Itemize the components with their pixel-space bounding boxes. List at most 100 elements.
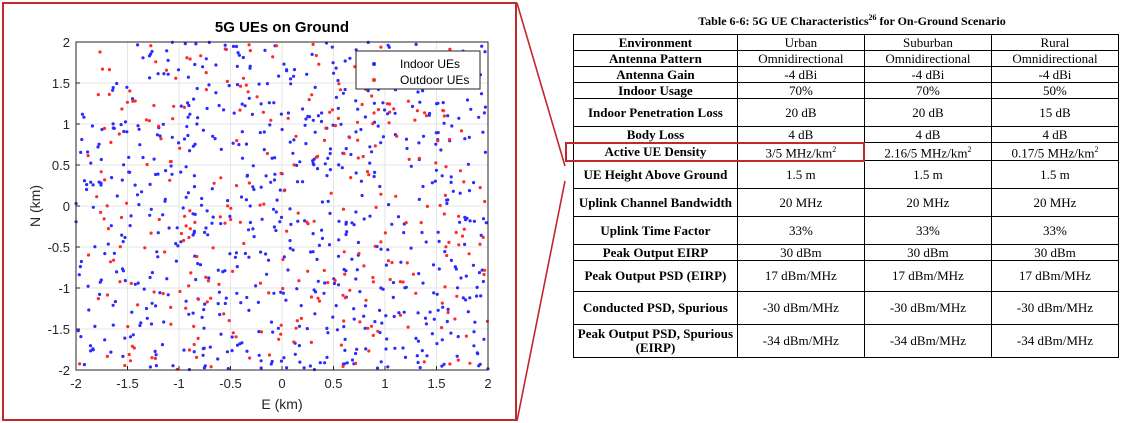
table-row: Antenna Pattern Omnidirectional Omnidirect… [573, 50, 1120, 67]
data-point [201, 347, 205, 351]
data-point [342, 319, 346, 323]
data-point [320, 200, 324, 204]
data-point [401, 280, 405, 284]
data-point [472, 219, 476, 223]
cell-value: 20 dB [736, 98, 865, 127]
data-point [175, 226, 179, 230]
data-point [336, 78, 340, 83]
y-tick-label: 0 [63, 199, 70, 214]
cell-value: 33% [990, 216, 1120, 246]
data-point [349, 176, 353, 180]
data-point [399, 260, 403, 264]
data-point [279, 323, 283, 327]
data-point [247, 96, 251, 100]
data-point [225, 350, 229, 354]
data-point [179, 240, 183, 244]
data-point [379, 45, 383, 49]
data-point [120, 233, 124, 237]
data-point [128, 224, 132, 228]
data-point [296, 211, 300, 215]
data-point [97, 142, 101, 146]
data-point [89, 349, 93, 353]
data-point [444, 245, 448, 249]
cell-text: 17 dBm/MHz [764, 268, 837, 284]
data-point [145, 316, 149, 320]
table-body: Antenna Pattern Omnidirectional Omnidirect… [573, 50, 1120, 359]
data-point [138, 323, 142, 328]
data-point [339, 122, 343, 126]
data-point [323, 281, 327, 285]
data-point [328, 168, 332, 172]
data-point [278, 188, 282, 192]
data-point [316, 114, 320, 118]
data-point [297, 324, 302, 328]
data-point [354, 171, 358, 175]
data-point [185, 125, 189, 129]
data-point [436, 230, 440, 234]
data-point [363, 115, 367, 119]
data-point [216, 357, 220, 361]
data-point [256, 300, 260, 304]
data-point [125, 201, 129, 205]
data-point [270, 156, 274, 160]
data-point [337, 163, 341, 167]
data-point [285, 229, 289, 233]
data-point [372, 174, 376, 179]
data-point [227, 319, 231, 323]
cell-text: -30 dBm/MHz [762, 300, 839, 316]
data-point [456, 335, 460, 339]
data-point [310, 93, 314, 97]
data-point [292, 74, 296, 78]
data-point [264, 174, 268, 178]
data-point [419, 221, 423, 225]
data-point [312, 163, 316, 167]
cell-value: -4 dBi [990, 66, 1120, 83]
data-point [362, 217, 366, 221]
data-point [364, 347, 368, 351]
data-point [121, 240, 125, 244]
data-point [274, 228, 278, 233]
data-point [425, 204, 429, 208]
cell-text: 20 MHz [779, 194, 823, 210]
data-point [281, 291, 285, 295]
data-point [238, 84, 243, 88]
data-point [349, 152, 353, 157]
data-point [434, 161, 438, 165]
data-point [311, 42, 315, 47]
cell-value: 30 dBm [736, 244, 865, 262]
data-point [460, 234, 465, 238]
data-point [326, 331, 330, 335]
data-point [483, 150, 487, 154]
data-point [267, 353, 272, 357]
data-point [481, 279, 485, 284]
data-point [120, 178, 124, 182]
table-row: Indoor Usage 70% 70% 50% [573, 82, 1120, 99]
data-point [106, 242, 110, 246]
data-point [458, 169, 463, 173]
cell-value: 4 dB [863, 126, 992, 143]
data-point [245, 173, 250, 177]
data-point [212, 181, 216, 185]
data-point [387, 203, 391, 207]
data-point [148, 275, 152, 280]
data-point [406, 325, 410, 329]
data-point [341, 293, 345, 297]
data-point [279, 332, 283, 336]
chart-title: 5G UEs on Ground [215, 19, 349, 36]
data-point [192, 350, 196, 354]
data-point [307, 115, 312, 119]
data-point [379, 247, 383, 251]
data-point [235, 343, 240, 347]
data-point [424, 240, 428, 244]
data-point [284, 298, 288, 302]
data-point [219, 147, 223, 151]
data-point [483, 199, 487, 204]
data-point [133, 282, 137, 286]
data-point [261, 110, 265, 114]
data-point [441, 101, 445, 105]
data-point [282, 189, 286, 193]
data-point [435, 342, 439, 346]
data-point [298, 160, 302, 164]
data-point [319, 119, 324, 124]
data-point [231, 141, 235, 145]
